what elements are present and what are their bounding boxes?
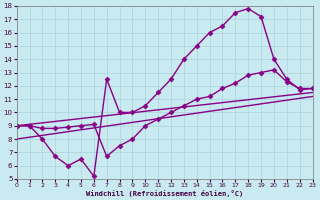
- X-axis label: Windchill (Refroidissement éolien,°C): Windchill (Refroidissement éolien,°C): [86, 190, 243, 197]
